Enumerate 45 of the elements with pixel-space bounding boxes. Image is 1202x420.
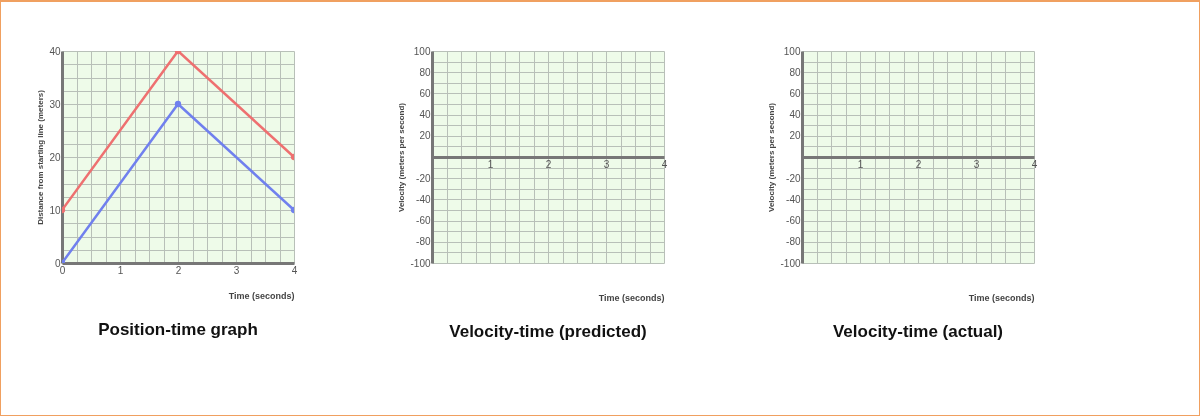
y-tick-label: -100 [780,257,801,269]
x-tick-label: 4 [1031,158,1038,170]
y-tick-label: -60 [786,215,801,227]
y-tick-label: 60 [419,87,431,99]
y-tick-label: -20 [786,172,801,184]
y-tick-label: 30 [49,98,61,110]
x-tick-label: 2 [915,158,922,170]
x-tick-label: 2 [175,264,182,276]
y-axis-title: Velocity (meters per second) [397,102,407,212]
x-axis-title: Time (seconds) [968,292,1035,303]
y-tick-label: 40 [419,109,431,121]
y-tick-label: 100 [413,45,431,57]
y-tick-label: 60 [789,87,801,99]
x-tick-label: 3 [973,158,980,170]
x-tick-label: 3 [603,158,610,170]
y-tick-label: -20 [416,172,431,184]
text: Velocity-time (actual) [832,322,1004,341]
y-tick-label: -80 [416,236,431,248]
y-tick-label: 40 [789,109,801,121]
y-tick-label: 40 [49,45,61,57]
y-tick-label: 20 [419,130,431,142]
y-axis-title: Distance from starting line (meters) [36,89,46,225]
y-tick-label: -40 [416,193,431,205]
x-axis-title: Time (seconds) [598,292,665,303]
y-tick-label: 10 [49,204,61,216]
y-tick-label: 80 [419,66,431,78]
y-tick-label: -60 [416,215,431,227]
x-tick-label: 3 [233,264,240,276]
x-tick-label: 2 [545,158,552,170]
y-tick-label: 80 [789,66,801,78]
x-tick-label: 4 [291,264,298,276]
x-tick-label: 4 [661,158,668,170]
y-tick-label: 100 [783,45,801,57]
text: Position-time graph [98,320,258,339]
x-axis-title: Time (seconds) [228,290,295,301]
y-axis-title: Velocity (meters per second) [767,102,777,212]
text: Velocity-time (predicted) [449,322,647,341]
y-tick-label: -100 [410,257,431,269]
x-tick-label: 1 [857,158,864,170]
y-tick-label: -80 [786,236,801,248]
x-tick-label: 1 [487,158,494,170]
y-tick-label: 20 [789,130,801,142]
y-tick-label: -40 [786,193,801,205]
x-tick-label: 1 [117,264,124,276]
y-tick-label: 20 [49,151,61,163]
